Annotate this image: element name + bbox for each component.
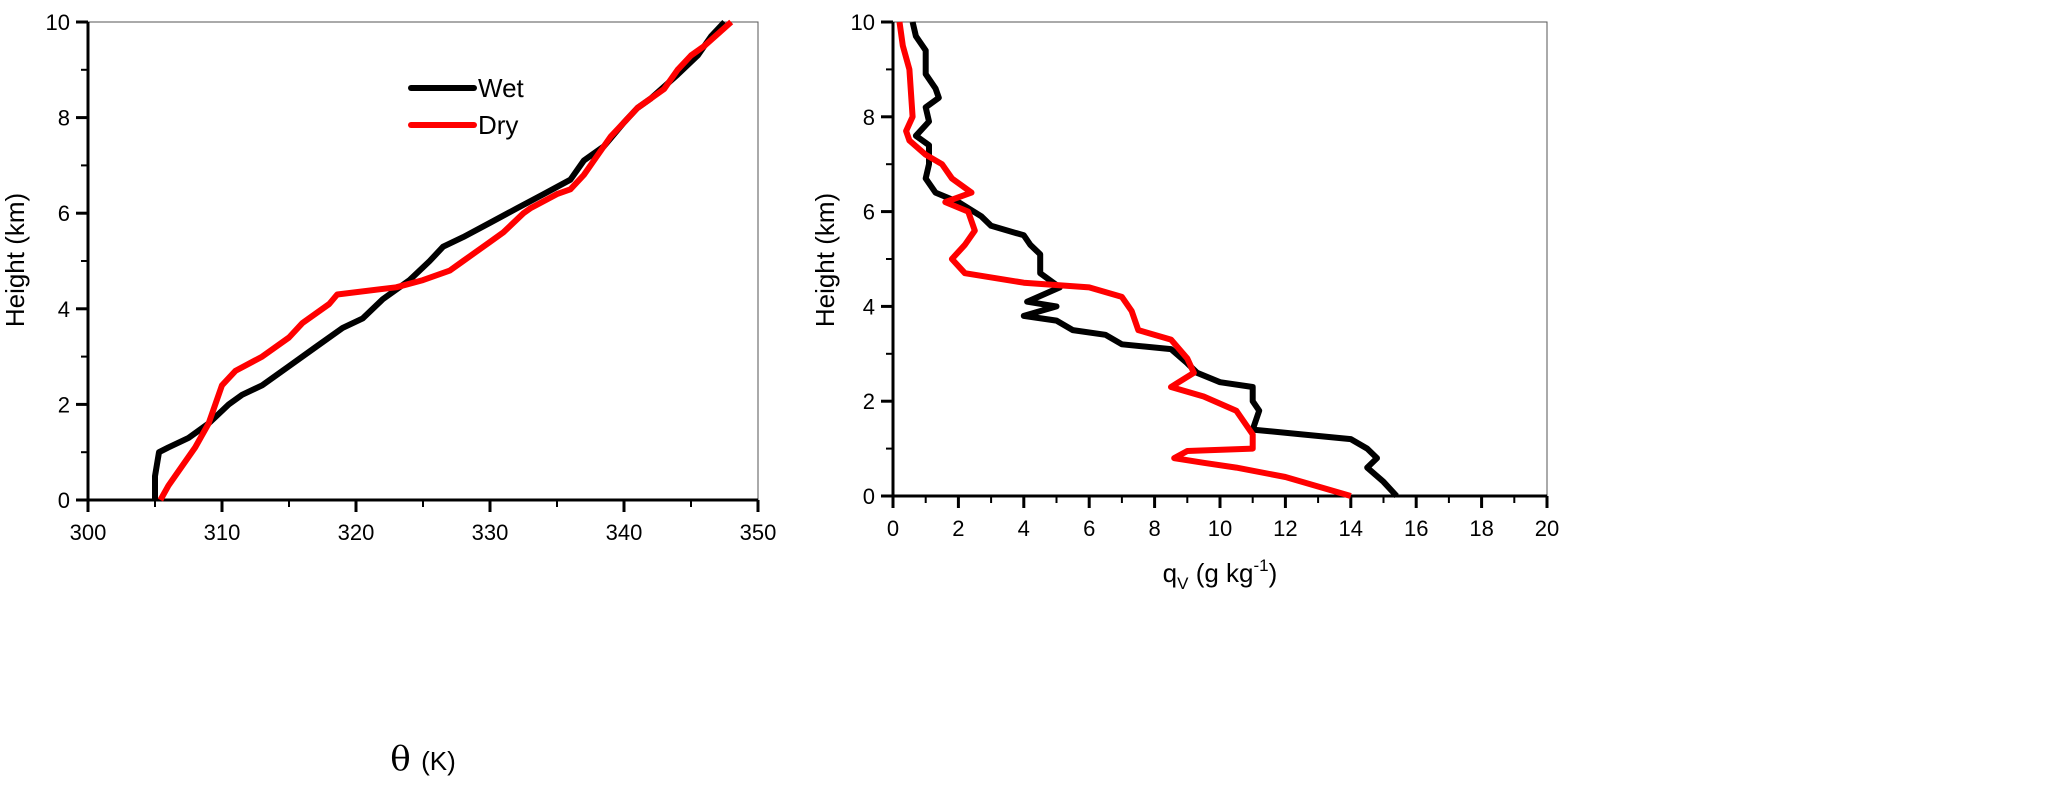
y-tick-label: 8	[58, 106, 70, 131]
series-line-dry	[896, 21, 1352, 499]
x-tick-label: 14	[1339, 516, 1363, 541]
x-tick-label: 18	[1469, 516, 1493, 541]
series-line-wet	[152, 19, 727, 500]
right-xlabel-sub: V	[1177, 574, 1189, 593]
y-tick-label: 6	[58, 201, 70, 226]
y-tick-label: 6	[863, 200, 875, 225]
x-tick-label: 2	[952, 516, 964, 541]
left-ylabel: Height (km)	[0, 193, 30, 327]
y-tick-label: 0	[863, 484, 875, 509]
right-ylabel: Height (km)	[810, 193, 840, 327]
left-xlabel-unit: (K)	[421, 746, 456, 776]
y-tick-label: 8	[863, 105, 875, 130]
series-line-dry	[157, 19, 734, 502]
left-panel-theta: 300 310 320 330 340 350 0 2 4 6 8 10	[46, 10, 777, 545]
x-tick-label: 310	[204, 520, 241, 545]
x-tick-label: 10	[1208, 516, 1232, 541]
y-tick-label: 10	[851, 10, 875, 35]
right-xlabel-sup: -1	[1254, 556, 1269, 575]
right-xlabel: qV (g kg-1)	[1163, 556, 1278, 593]
x-tick-label: 300	[70, 520, 107, 545]
right-xlabel-close: )	[1269, 558, 1278, 588]
series-line-wet	[909, 21, 1399, 499]
x-tick-label: 4	[1018, 516, 1030, 541]
x-tick-label: 320	[338, 520, 375, 545]
x-tick-label: 350	[740, 520, 777, 545]
x-tick-label: 330	[472, 520, 509, 545]
right-panel-qv: 0 2 4 6 8 10 12 14 16 18 20 0 2 4 6 8 10	[851, 10, 1560, 541]
y-tick-label: 2	[58, 392, 70, 417]
left-xlabel-symbol: θ	[390, 739, 410, 779]
y-tick-label: 10	[46, 10, 70, 35]
x-tick-label: 12	[1273, 516, 1297, 541]
y-tick-label: 4	[58, 297, 70, 322]
legend: Wet Dry	[408, 73, 525, 140]
x-tick-label: 0	[887, 516, 899, 541]
right-xlabel-unit: (g kg	[1188, 558, 1253, 588]
y-tick-label: 2	[863, 389, 875, 414]
x-tick-label: 20	[1535, 516, 1559, 541]
y-tick-label: 4	[863, 294, 875, 319]
right-xlabel-main: q	[1163, 558, 1177, 588]
legend-wet-label: Wet	[478, 73, 525, 103]
plot-frame	[892, 21, 1548, 497]
legend-dry-label: Dry	[478, 110, 518, 140]
left-xlabel: θ (K)	[390, 739, 456, 779]
x-tick-label: 6	[1083, 516, 1095, 541]
x-tick-label: 16	[1404, 516, 1428, 541]
x-tick-label: 340	[606, 520, 643, 545]
y-tick-label: 0	[58, 488, 70, 513]
x-tick-label: 8	[1148, 516, 1160, 541]
